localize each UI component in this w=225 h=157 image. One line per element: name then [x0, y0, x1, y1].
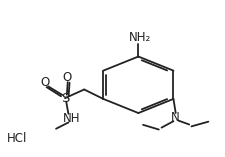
Text: O: O [63, 71, 72, 84]
Text: NH: NH [63, 112, 81, 125]
Text: NH₂: NH₂ [128, 31, 151, 44]
Text: N: N [171, 111, 180, 124]
Text: S: S [61, 92, 69, 105]
Text: O: O [40, 76, 50, 89]
Text: HCl: HCl [7, 132, 27, 145]
